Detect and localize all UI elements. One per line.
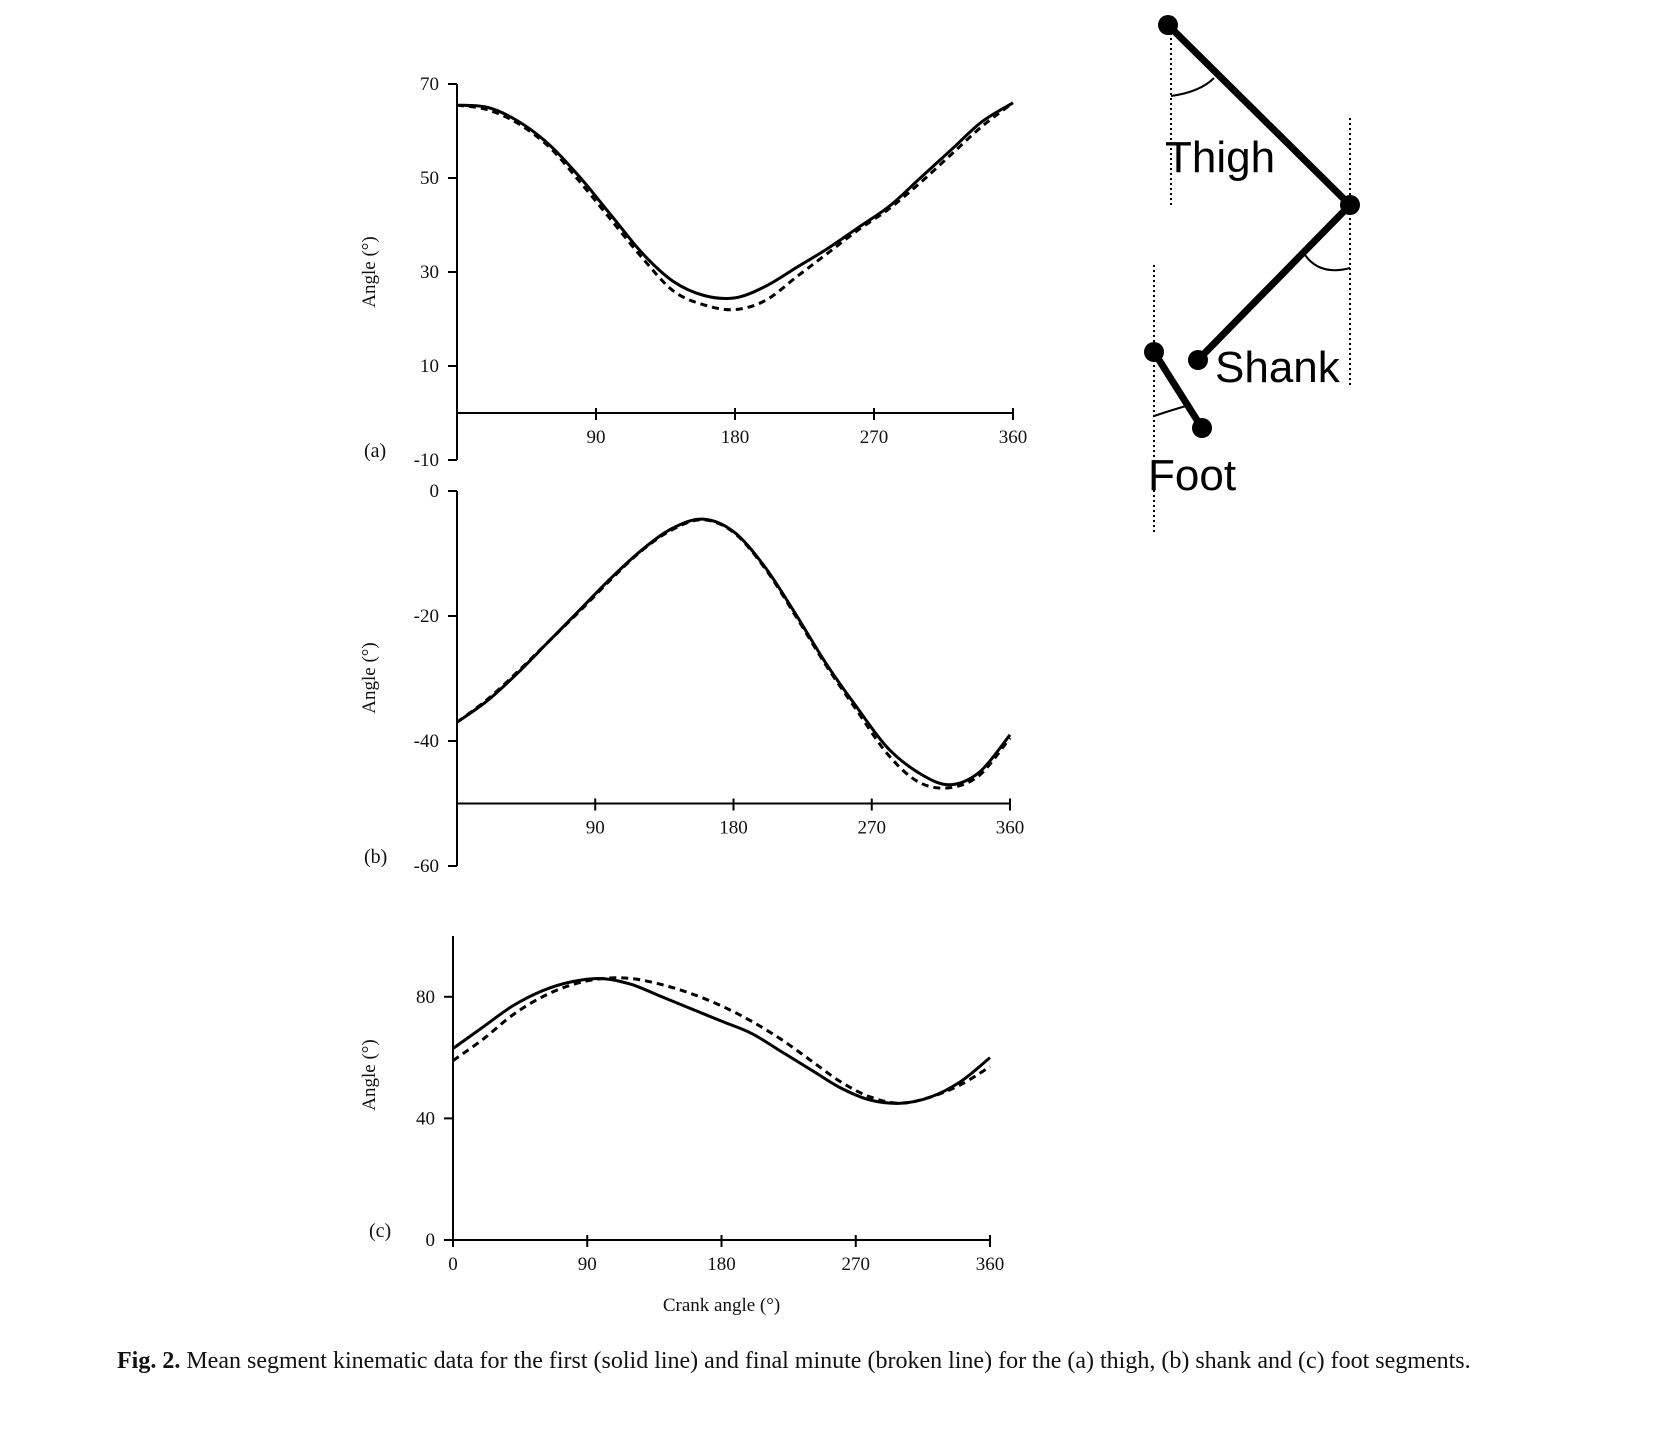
y-tick-label: 40 [416,1108,435,1129]
y-axis-label: Angle (°) [359,236,380,307]
chart-thigh: -10 10 30 50 70 90 180 270 360 Angle (°) (a) [359,74,1027,471]
shank-segment [1195,202,1353,363]
foot-top-joint [1144,342,1164,362]
panel-label: (a) [364,440,386,462]
hip-joint [1158,15,1178,35]
x-tick-label: 180 [707,1254,736,1275]
caption-text: Mean segment kinematic data for the firs… [186,1348,1471,1374]
chart-shank: -60 -40 -20 0 90 180 270 360 Angle (°) (b) [359,481,1024,877]
shank-label: Shank [1215,343,1341,392]
y-tick-label: -20 [414,606,439,627]
x-tick-label: 270 [860,427,889,448]
x-tick-label: 360 [999,427,1028,448]
shank-end-joint [1188,350,1208,370]
x-tick-label: 360 [976,1254,1005,1275]
segment-diagram: Thigh Shank Foot [1144,15,1360,532]
foot-angle-arc [1153,405,1187,417]
figure-caption: Fig. 2. Mean segment kinematic data for … [117,1344,1637,1378]
y-tick-label: -40 [414,731,439,752]
x-axis-label: Crank angle (°) [663,1295,780,1316]
foot-end-joint [1192,418,1212,438]
caption-label: Fig. 2. [117,1348,181,1374]
x-tick-label: 270 [842,1254,871,1275]
panel-label: (c) [369,1220,391,1242]
y-axis-label: Angle (°) [359,642,380,713]
x-tick-label: 0 [448,1254,458,1275]
series-line-first-minute [456,101,1014,301]
y-tick-label: 30 [420,262,439,283]
thigh-label: Thigh [1165,133,1275,182]
y-tick-label: -60 [414,856,439,877]
series-line-final-minute [452,976,991,1105]
y-tick-label: 0 [426,1230,436,1251]
foot-label: Foot [1148,451,1236,500]
chart-foot: 0 40 80 0 90 180 270 360 Angle (°) (c) Crank angle… [359,936,1004,1316]
panel-label: (b) [364,846,387,868]
y-tick-label: 10 [420,356,439,377]
thigh-angle-arc [1170,77,1215,97]
x-tick-label: 180 [721,427,750,448]
x-tick-label: 90 [587,427,606,448]
y-tick-label: 0 [430,481,440,502]
series-line-final-minute [456,101,1014,312]
y-axis-label: Angle (°) [359,1039,380,1110]
y-tick-label: 70 [420,74,439,95]
x-tick-label: 90 [578,1254,597,1275]
y-tick-label: 80 [416,987,435,1008]
x-tick-label: 180 [719,818,748,839]
x-tick-label: 90 [586,818,605,839]
series-line-first-minute [452,977,991,1105]
knee-joint [1340,195,1360,215]
thigh-segment [1165,22,1353,208]
shank-angle-arc [1304,254,1351,272]
y-tick-label: 50 [420,168,439,189]
x-tick-label: 270 [858,818,887,839]
x-tick-label: 360 [996,818,1025,839]
series-line-final-minute [456,518,1012,790]
foot-segment [1151,350,1205,430]
y-tick-label: -10 [414,450,439,471]
